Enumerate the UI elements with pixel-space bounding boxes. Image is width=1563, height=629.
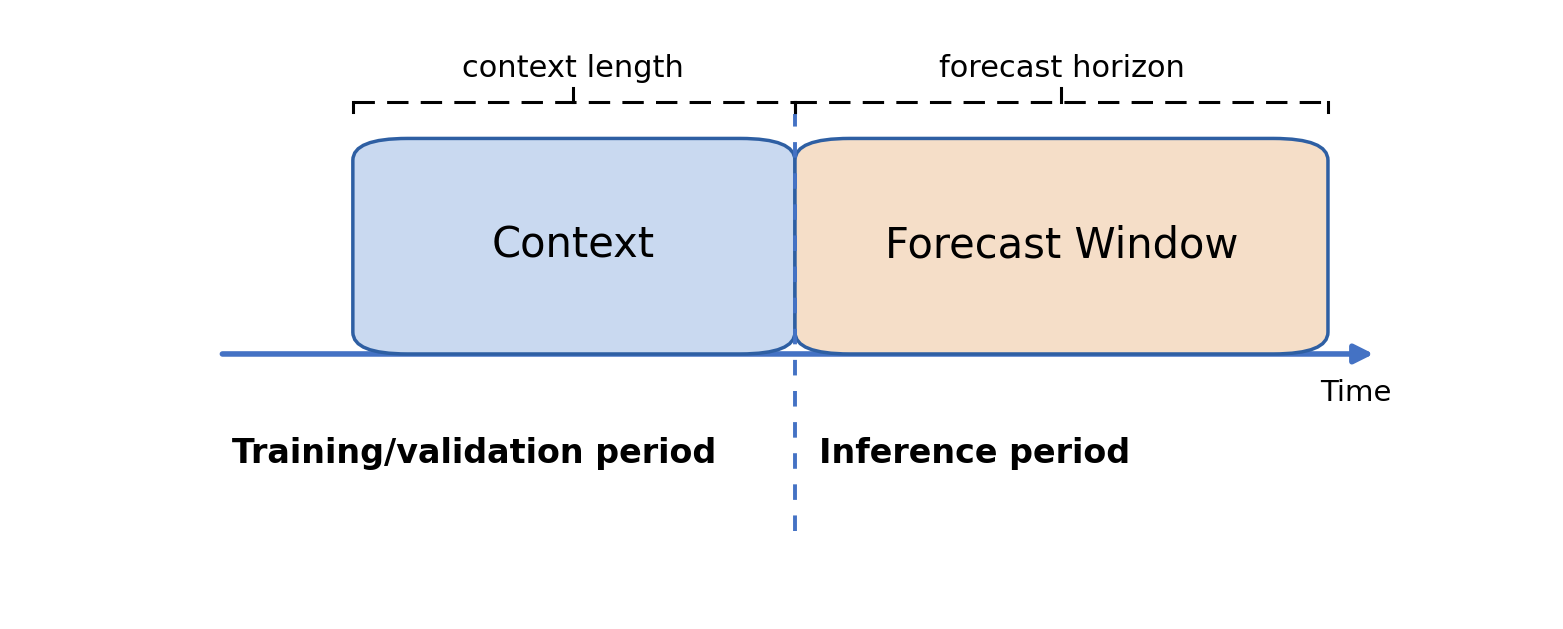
Text: forecast horizon: forecast horizon [938, 53, 1185, 83]
Text: context length: context length [463, 53, 685, 83]
Text: Training/validation period: Training/validation period [231, 437, 716, 470]
FancyBboxPatch shape [353, 138, 796, 354]
Text: Context: Context [492, 225, 655, 267]
Text: Forecast Window: Forecast Window [885, 225, 1238, 267]
Text: Time: Time [1321, 379, 1391, 407]
FancyBboxPatch shape [796, 138, 1329, 354]
Text: Inference period: Inference period [819, 437, 1130, 470]
